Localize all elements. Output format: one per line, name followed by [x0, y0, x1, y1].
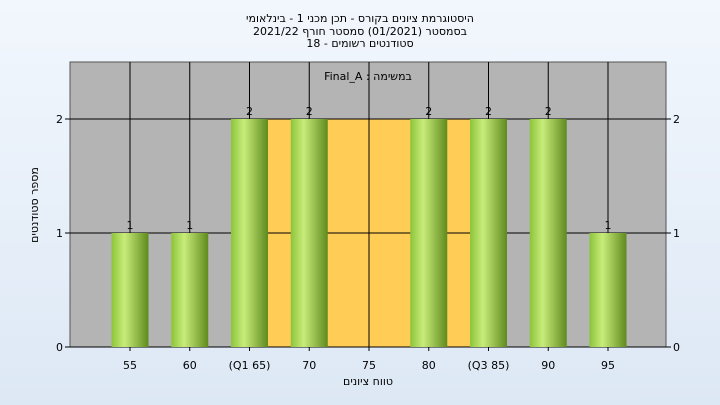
- x-tick-label: 90: [541, 359, 555, 372]
- y-axis-right: 0 1 2: [666, 113, 680, 354]
- y-axis-label: מספר סטודנטים: [28, 167, 41, 243]
- chart-title-line-1: היסטוגרמת ציונים בקורס - תכן מכני 1 - בי…: [246, 12, 474, 25]
- chart-title-line-2: בסמסטר (01/2021) סמסטר חורף 2021/22: [253, 25, 467, 38]
- data-label: 2: [425, 105, 432, 118]
- y-axis-left: 0 1 2: [56, 113, 70, 354]
- x-tick-label: 60: [183, 359, 197, 372]
- legend-text: במשימה : Final_A: [324, 70, 412, 83]
- bar: [231, 119, 268, 347]
- chart-title-line-3: סטודנטים רשומים - 18: [306, 37, 413, 50]
- x-axis: 55 60 (Q1 65) 70 75 80 (Q3 85) 90 95: [123, 347, 615, 372]
- data-label: 1: [605, 219, 612, 232]
- data-label: 1: [127, 219, 134, 232]
- bar: [171, 233, 209, 347]
- data-label: 2: [246, 105, 253, 118]
- data-labels: 1 1 2 2 2 2 2 1: [127, 105, 612, 232]
- x-tick-label: 70: [302, 359, 316, 372]
- x-tick-label: 80: [422, 359, 436, 372]
- x-axis-label: טווח ציונים: [343, 375, 393, 388]
- x-tick-label: (Q3 85): [468, 359, 510, 372]
- x-tick-label: 75: [362, 359, 376, 372]
- data-label: 2: [306, 105, 313, 118]
- y-tick-label-left: 0: [56, 341, 63, 354]
- y-tick-label-right: 1: [673, 227, 680, 240]
- data-label: 1: [186, 219, 193, 232]
- y-tick-label-right: 0: [673, 341, 680, 354]
- y-tick-label-left: 2: [56, 113, 63, 126]
- data-label: 2: [545, 105, 552, 118]
- x-tick-label: 95: [601, 359, 615, 372]
- bar: [470, 119, 507, 347]
- bar: [111, 233, 149, 347]
- bar: [410, 119, 448, 347]
- data-label: 2: [485, 105, 492, 118]
- bar: [589, 233, 627, 347]
- bar: [529, 119, 567, 347]
- bars: [111, 119, 627, 347]
- x-tick-label: 55: [123, 359, 137, 372]
- y-tick-label-left: 1: [56, 227, 63, 240]
- x-tick-label: (Q1 65): [229, 359, 271, 372]
- bar: [290, 119, 328, 347]
- y-tick-label-right: 2: [673, 113, 680, 126]
